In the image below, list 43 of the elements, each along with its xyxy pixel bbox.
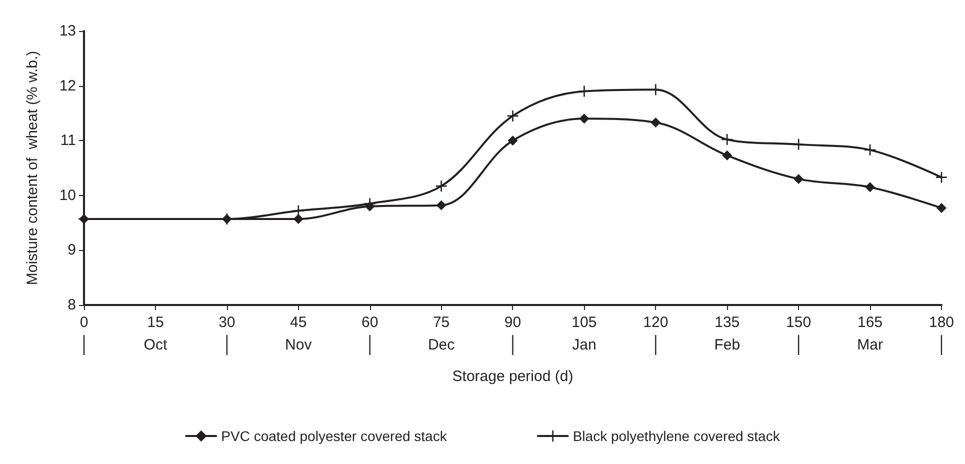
y-tick-label: 9	[68, 242, 76, 259]
point	[292, 205, 304, 216]
x-tick-label: 135	[714, 314, 740, 331]
x-axis-title: Storage period (d)	[452, 368, 574, 385]
point	[508, 136, 518, 146]
text: Feb	[714, 336, 740, 354]
x-tick-label: 45	[290, 314, 307, 331]
y-tick-label: 8	[68, 296, 76, 314]
x-tick-label: 165	[858, 314, 883, 331]
x-tick-label: 75	[432, 314, 450, 331]
x-tick-label: 180	[928, 314, 954, 331]
y-tick-label: 13	[59, 22, 76, 40]
text: Mar	[857, 336, 883, 354]
x-tick-label: 120	[643, 314, 668, 331]
y-axis-title: Moisture content of wheat (% w.b.)	[24, 50, 41, 286]
point	[650, 118, 661, 128]
x-tick-label: 30	[218, 314, 236, 331]
text: Jan	[572, 336, 596, 354]
point	[436, 200, 446, 210]
point	[936, 203, 946, 214]
legend-label: Black polyethylene covered stack	[572, 428, 781, 444]
point	[507, 110, 518, 122]
point	[579, 114, 590, 124]
point	[722, 150, 732, 160]
point	[936, 172, 947, 183]
legend-label: PVC coated polyester covered stack	[221, 428, 448, 444]
y-tick-label: 12	[59, 77, 76, 94]
point	[865, 182, 876, 192]
text: Oct	[144, 336, 168, 354]
point	[722, 134, 733, 146]
y-tick-label: 10	[59, 186, 76, 204]
x-tick-label: 150	[786, 314, 812, 331]
x-tick-label: 90	[504, 314, 522, 331]
point	[436, 180, 447, 192]
text: Nov	[285, 336, 312, 354]
x-tick-label: 0	[80, 314, 88, 331]
x-tick-label: 105	[572, 314, 597, 331]
x-tick-label: 60	[361, 314, 378, 331]
text: Dec	[428, 336, 456, 354]
point	[794, 174, 804, 184]
point	[293, 214, 304, 224]
y-tick-label: 11	[60, 132, 76, 150]
x-tick-label: 15	[147, 314, 164, 331]
